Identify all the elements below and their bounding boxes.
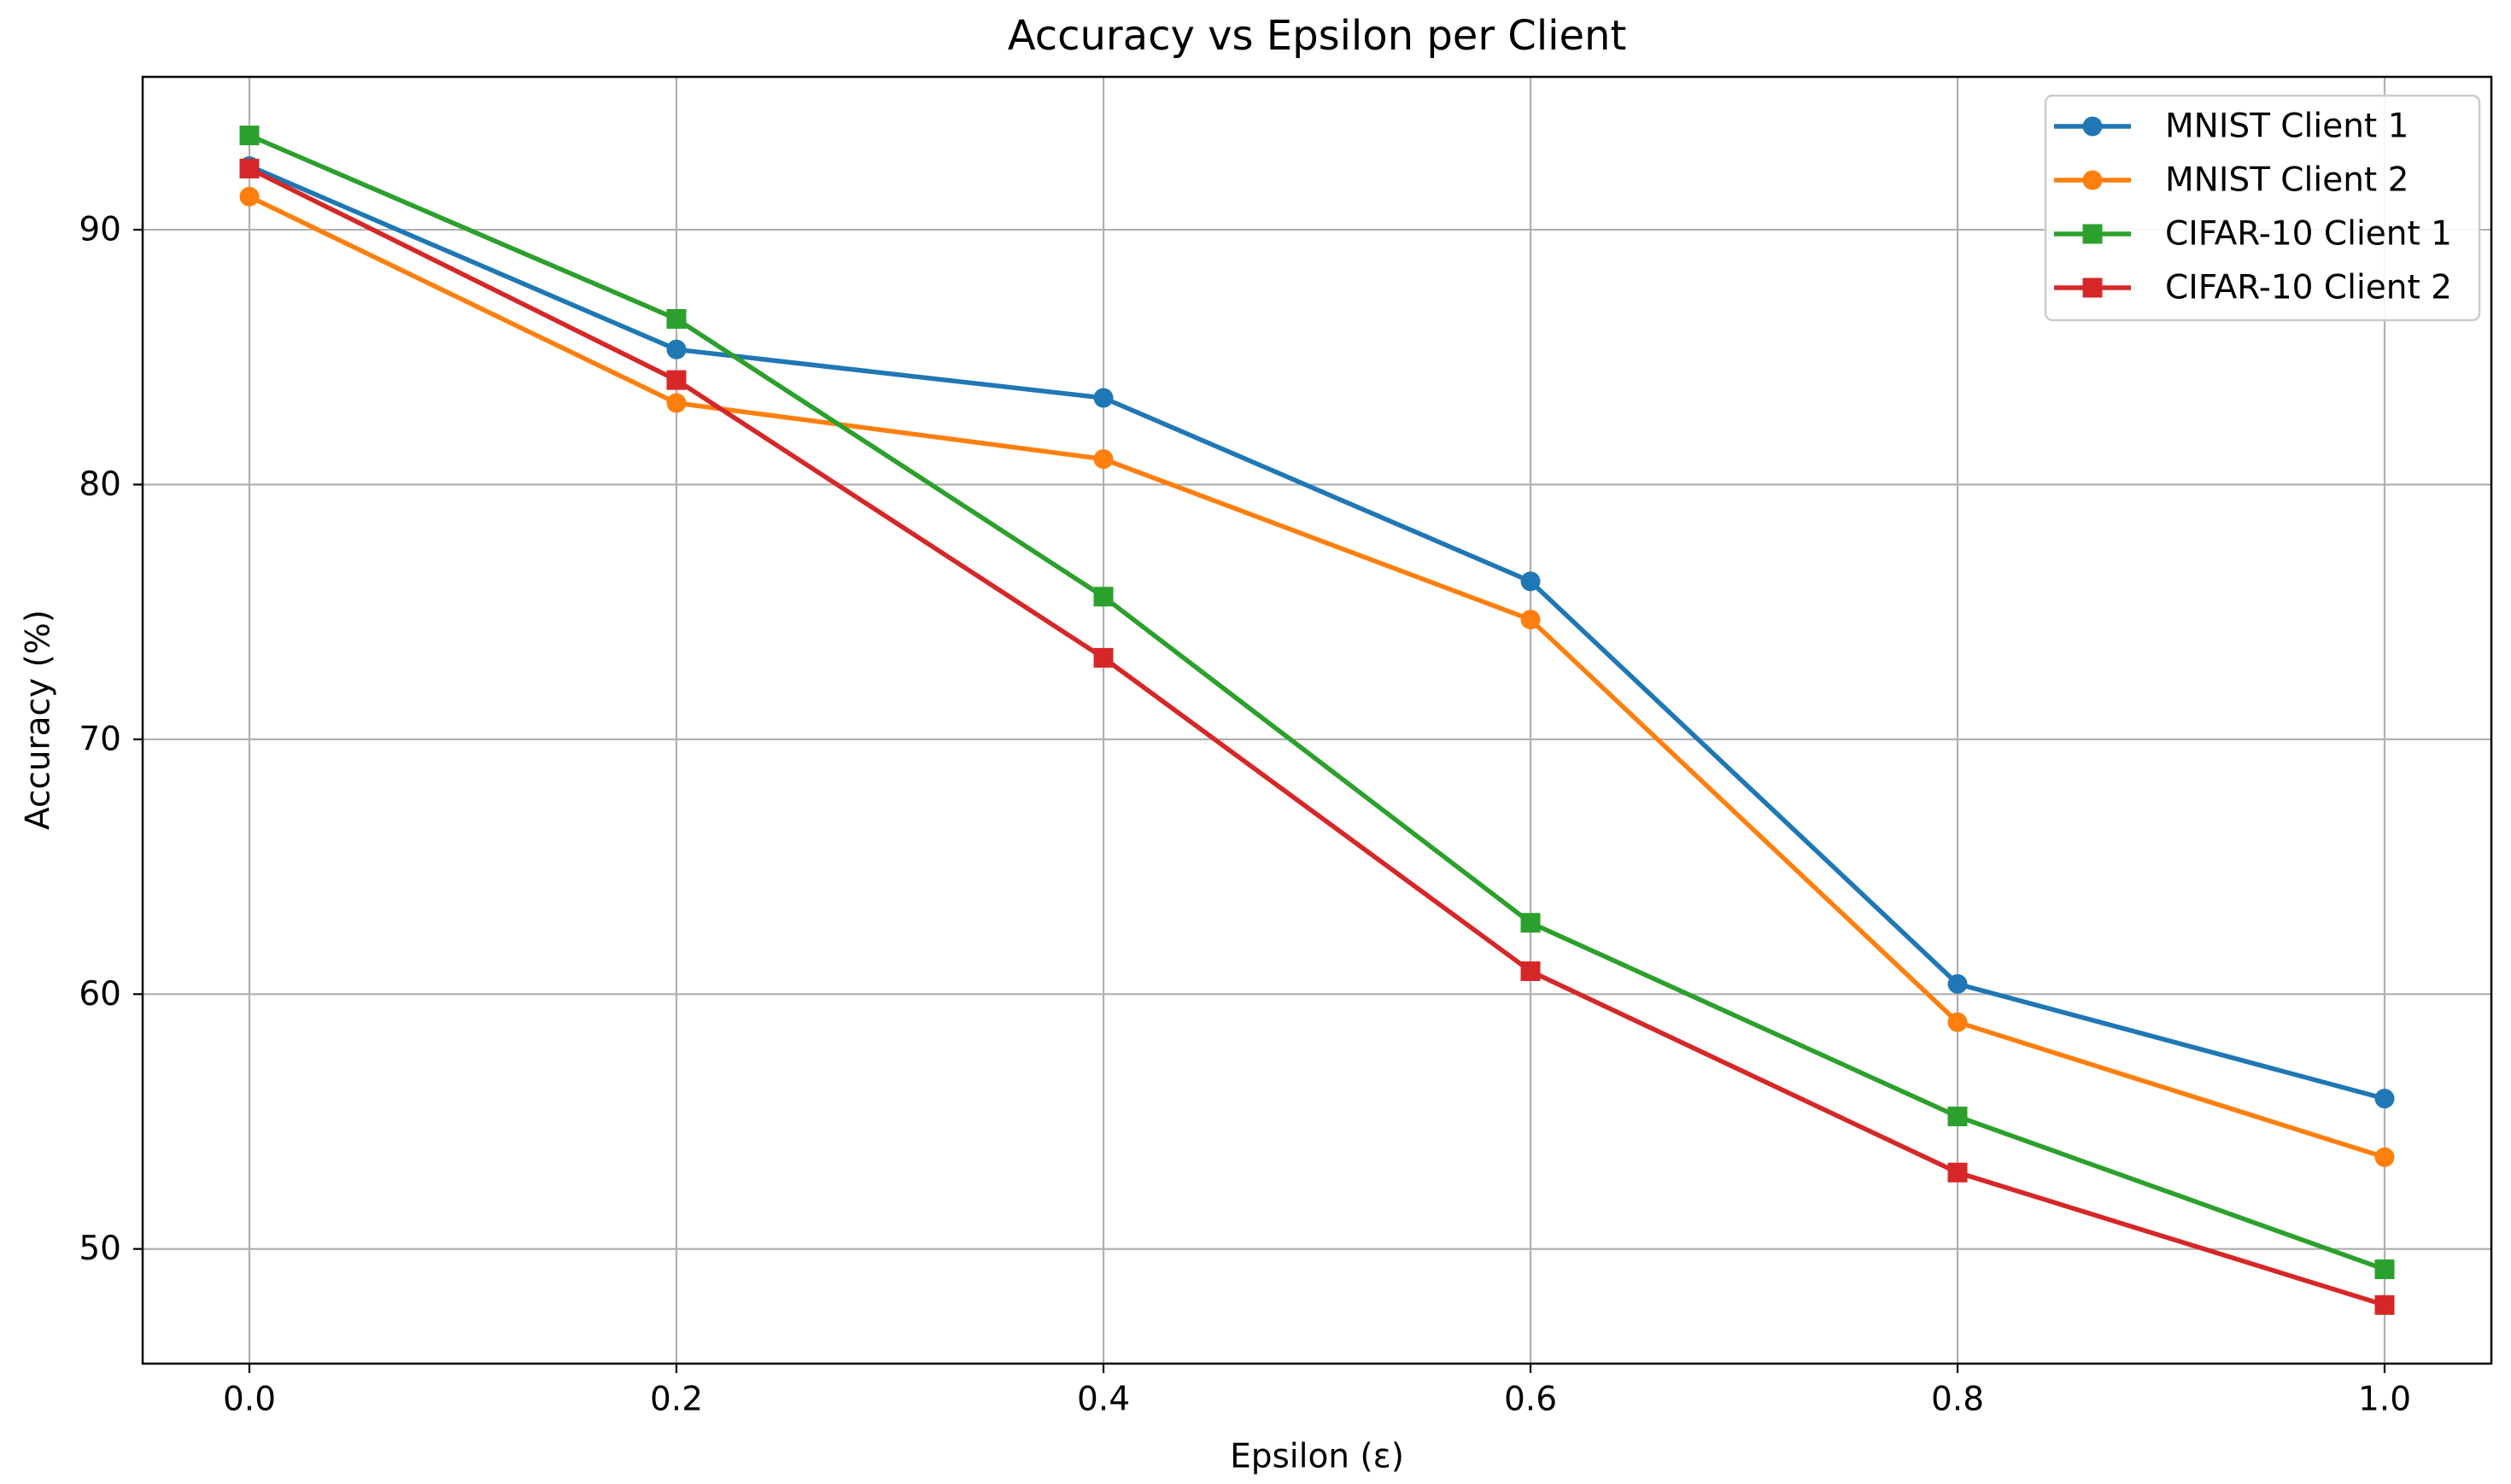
marker-cifar-10-client-2 [2374, 1294, 2395, 1315]
x-tick-label: 0.6 [1504, 1381, 1557, 1419]
marker-mnist-client-1 [1520, 571, 1541, 592]
marker-mnist-client-1 [1093, 388, 1114, 408]
x-tick-label: 0.8 [1931, 1381, 1984, 1419]
legend-box [2044, 94, 2481, 322]
legend-entry-cifar-10-client-2: CIFAR-10 Client 2 [2054, 269, 2452, 307]
legend-entry-mnist-client-2: MNIST Client 2 [2054, 161, 2409, 200]
x-tick-label: 0.0 [223, 1381, 276, 1419]
marker-cifar-10-client-1 [1520, 913, 1541, 933]
legend-marker-square [2082, 278, 2103, 298]
marker-mnist-client-2 [1520, 610, 1541, 630]
y-tick-label: 50 [79, 1230, 121, 1268]
marker-cifar-10-client-1 [2374, 1259, 2395, 1280]
marker-mnist-client-1 [1947, 973, 1968, 994]
marker-cifar-10-client-2 [1947, 1162, 1968, 1183]
legend-label: CIFAR-10 Client 1 [2165, 215, 2452, 254]
marker-cifar-10-client-2 [666, 370, 687, 390]
marker-cifar-10-client-1 [666, 308, 687, 329]
marker-cifar-10-client-2 [1520, 961, 1541, 981]
legend-label: MNIST Client 1 [2165, 108, 2409, 146]
legend-entry-mnist-client-1: MNIST Client 1 [2054, 108, 2409, 146]
y-tick-label: 60 [79, 975, 121, 1014]
marker-mnist-client-2 [1947, 1012, 1968, 1032]
marker-cifar-10-client-1 [239, 126, 260, 146]
x-tick-label: 0.4 [1077, 1381, 1130, 1419]
legend-marker-circle [2082, 116, 2103, 137]
marker-cifar-10-client-1 [1947, 1107, 1968, 1127]
y-tick-label: 90 [79, 211, 121, 249]
series-line-mnist-client-2 [248, 194, 2385, 1160]
legend-label: MNIST Client 2 [2165, 161, 2409, 200]
marker-cifar-10-client-2 [1093, 647, 1114, 668]
legend-marker-circle [2082, 170, 2103, 190]
x-tick-label: 0.2 [650, 1381, 703, 1419]
series-line-mnist-client-1 [248, 163, 2385, 1101]
chart-title: Accuracy vs Epsilon per Client [1008, 12, 1627, 60]
legend-label: CIFAR-10 Client 2 [2165, 269, 2452, 307]
y-tick-label: 80 [79, 465, 121, 504]
marker-cifar-10-client-1 [1093, 587, 1114, 607]
marker-cifar-10-client-2 [239, 158, 260, 178]
y-tick-label: 70 [79, 720, 121, 758]
legend-marker-square [2082, 224, 2103, 244]
axes-frame [141, 75, 2493, 1365]
marker-mnist-client-2 [666, 393, 687, 413]
marker-mnist-client-1 [2374, 1089, 2395, 1109]
x-tick-label: 1.0 [2358, 1381, 2411, 1419]
legend: MNIST Client 1 MNIST Client 2 CIFAR-10 Cli… [2044, 94, 2481, 322]
legend-entry-cifar-10-client-1: CIFAR-10 Client 1 [2054, 215, 2452, 254]
marker-mnist-client-2 [1093, 449, 1114, 470]
y-axis-label: Accuracy (%) [20, 610, 58, 830]
plot-area: 0.0 0.2 0.4 0.6 0.8 1.0 50 60 70 80 90 MNIST Client… [79, 75, 2493, 1419]
marker-mnist-client-2 [2374, 1147, 2395, 1167]
series-line-cifar-10-client-1 [248, 133, 2385, 1272]
marker-mnist-client-1 [666, 339, 687, 359]
marker-mnist-client-2 [239, 186, 260, 207]
x-axis-label: Epsilon (ε) [1230, 1438, 1404, 1476]
series-line-cifar-10-client-2 [248, 166, 2385, 1307]
